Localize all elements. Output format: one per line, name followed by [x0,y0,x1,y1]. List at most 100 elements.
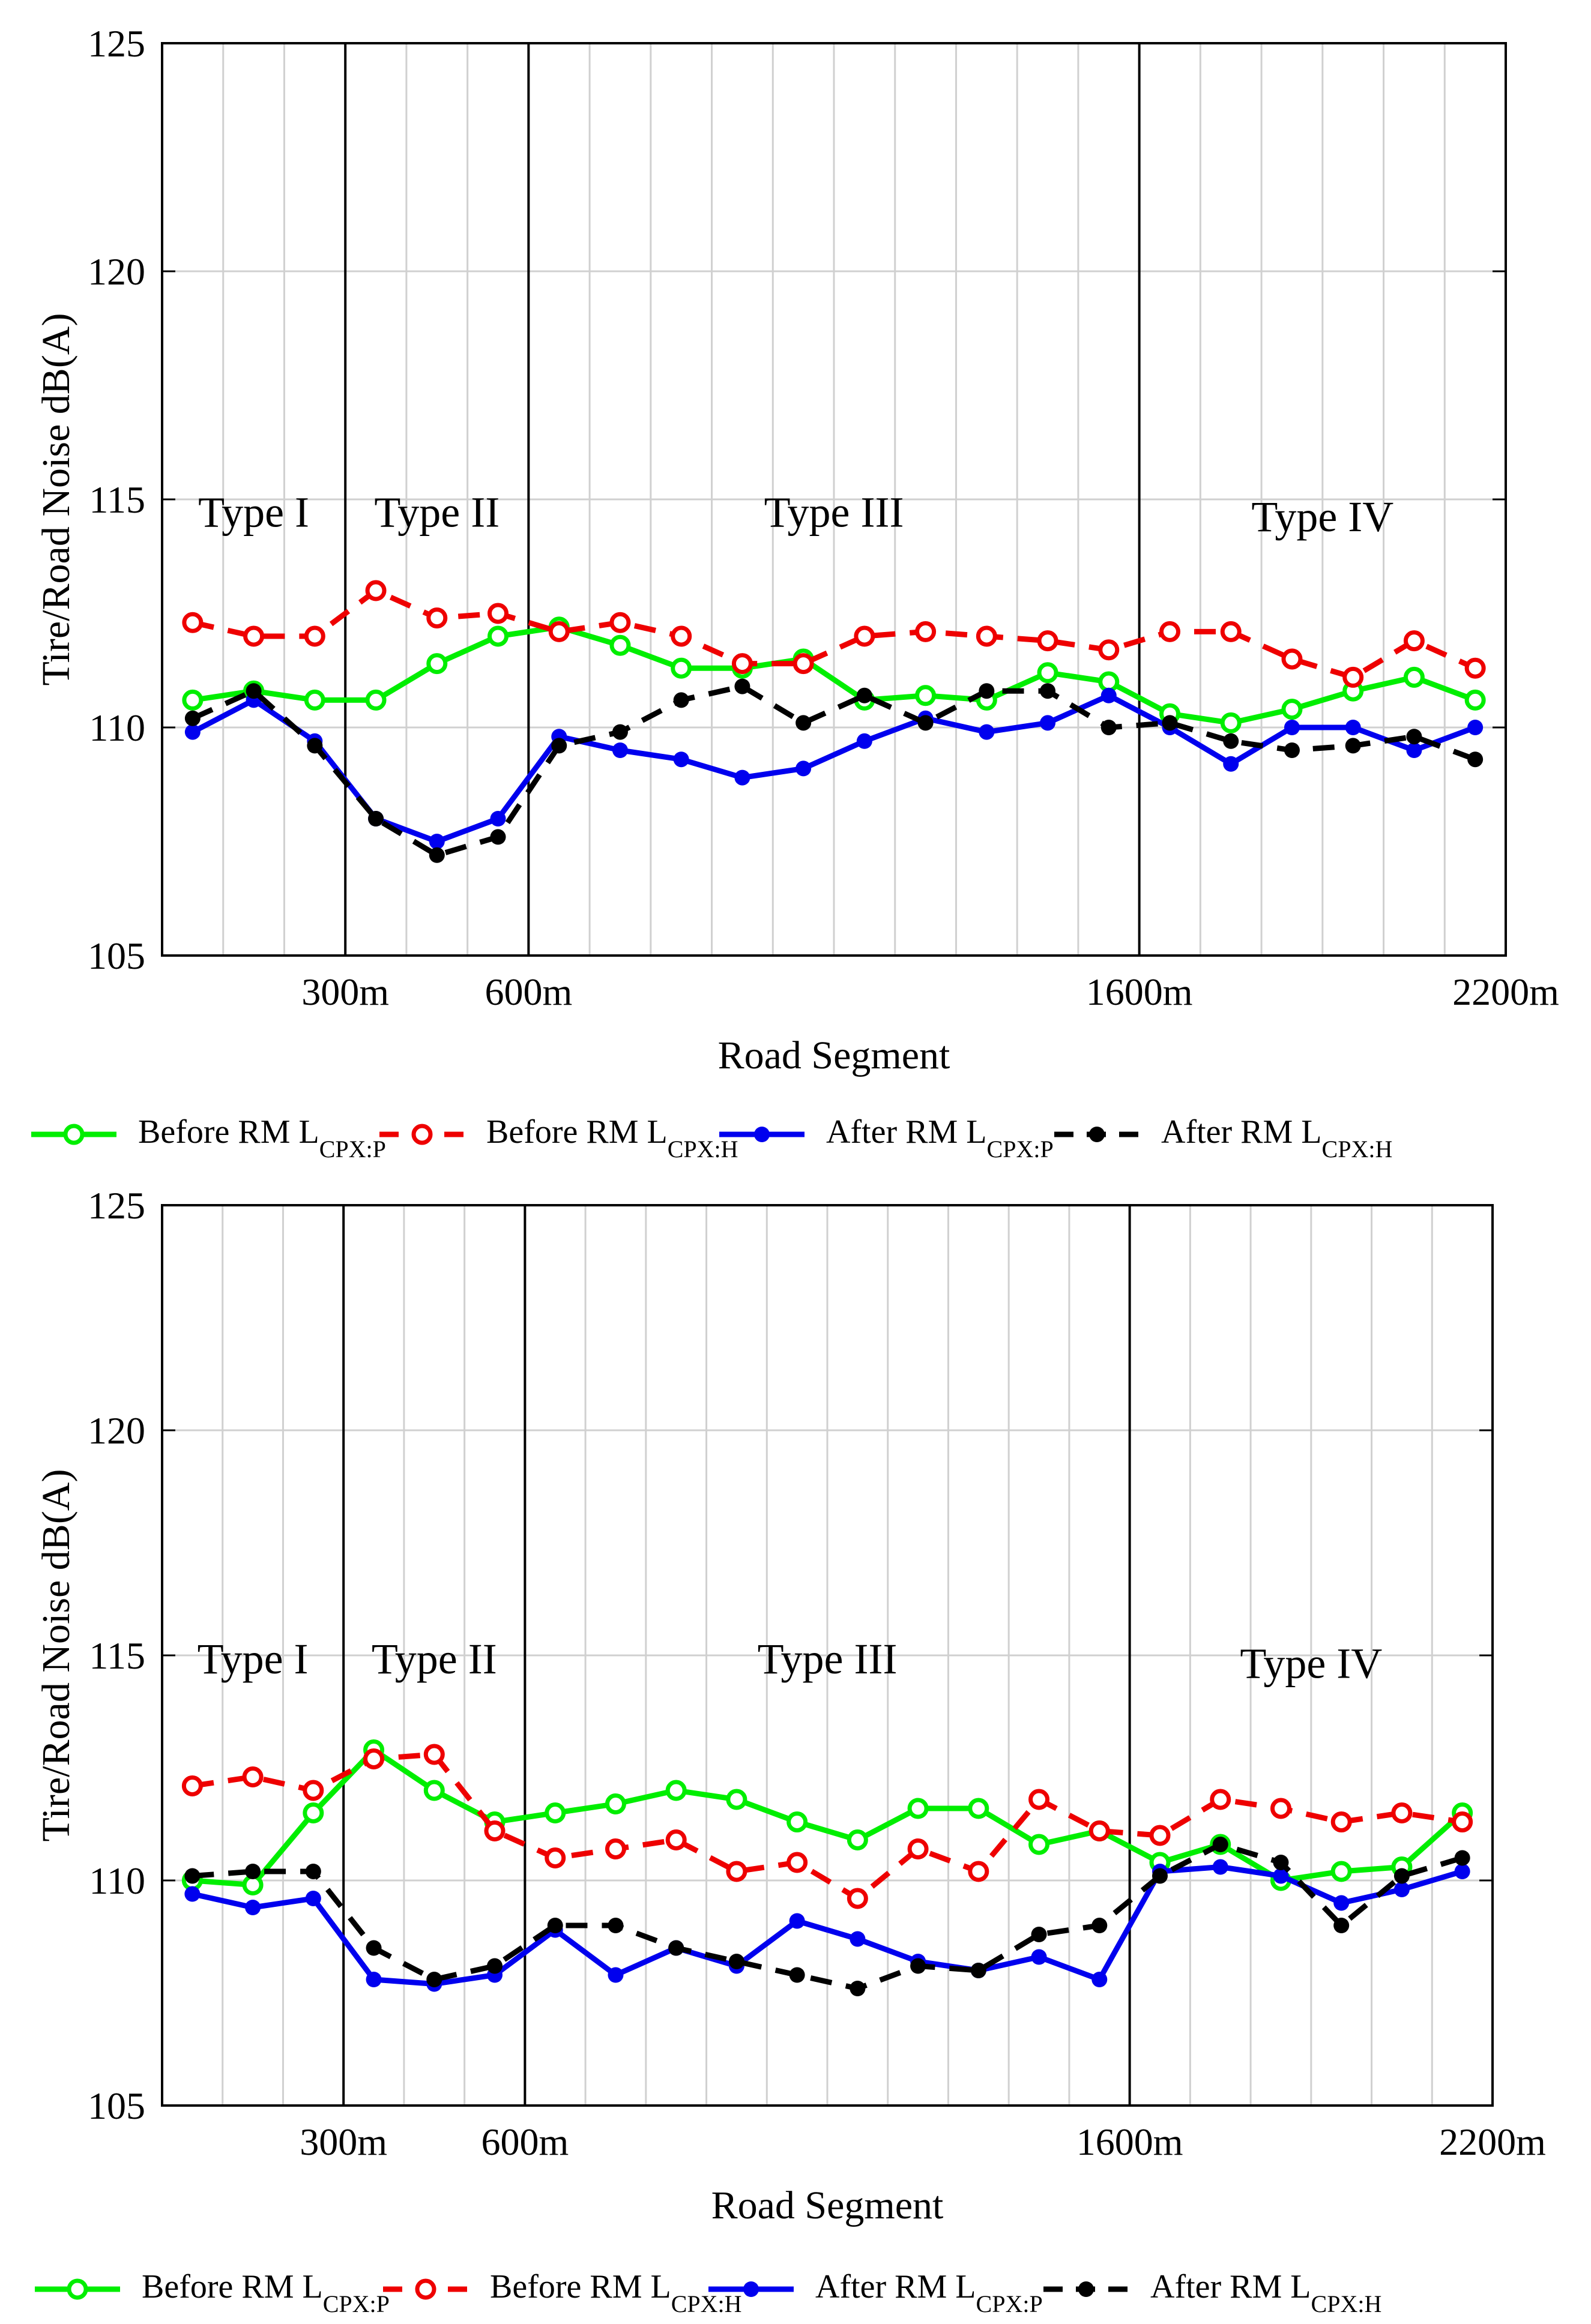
legend-name: After RM L [1161,1113,1322,1151]
data-point-before_p [1220,712,1242,733]
data-point-before_p [907,1798,929,1819]
data-point-after_p [856,733,872,749]
data-point-after_h [728,1954,744,1969]
y-tick-label: 115 [89,1634,145,1677]
legend-name: Before RM L [142,2268,323,2305]
data-point-before_p [968,1798,989,1819]
data-point-after_p [1223,756,1239,772]
data-point-after_h [551,738,567,754]
legend-name: Before RM L [490,2268,671,2305]
data-point-before_h [1220,621,1242,642]
data-point-after_h [307,738,323,754]
data-point-before_h [968,1861,989,1882]
data-point-after_h [1467,751,1484,768]
data-point-before_h [304,625,325,647]
region-label: Type I [198,1635,309,1683]
data-point-after_h [1333,1918,1350,1933]
data-point-before_h [731,653,753,675]
y-tick-label: 110 [89,1859,145,1902]
data-point-after_p [612,742,628,758]
series-after_h [184,1837,1470,1996]
legend-item-after_h: After RM LCPX:H [1054,1113,1392,1163]
data-point-after_h [850,1981,866,1996]
data-point-before_h [726,1861,747,1882]
data-point-before_p [847,1829,868,1850]
data-point-before_p [1330,1861,1352,1882]
data-point-before_p [605,1793,626,1814]
data-point-before_h [1098,639,1120,661]
data-point-before_p [786,1811,808,1832]
series-after_h [184,678,1484,863]
legend-label: Before RM LCPX:H [486,1113,738,1163]
data-point-after_p [1406,742,1422,758]
series-line-before_h [192,588,1476,680]
data-point-after_p [734,769,750,786]
data-point-before_p [304,689,325,711]
legend-item-after_p: After RM LCPX:P [719,1113,1054,1163]
data-point-after_p [429,834,445,849]
data-point-after_p [1040,715,1056,731]
x-tick-label: 2200m [1452,971,1559,1013]
data-point-after_p [979,724,995,740]
data-point-before_h [1464,657,1486,679]
data-point-after_h [910,1958,926,1974]
legend-swatch-marker [411,1124,433,1145]
legend-swatch-marker [754,1127,770,1142]
legend-swatch-marker [1089,1127,1105,1142]
data-point-after_p [184,1886,201,1902]
data-point-after_p [1091,1972,1108,1987]
data-point-before_p [488,625,509,647]
data-point-before_p [1403,666,1425,688]
series-line-before_p [192,1747,1464,1888]
data-point-after_h [1273,1855,1289,1870]
data-point-after_h [673,692,689,708]
data-point-after_h [1393,1868,1410,1884]
data-point-after_h [1345,738,1361,754]
data-point-after_h [305,1864,321,1879]
data-point-before_h [365,580,387,601]
data-point-before_h [423,1744,445,1765]
data-point-after_p [1467,720,1484,735]
x-tick-label: 300m [301,971,389,1013]
data-point-before_h [1149,1825,1171,1846]
data-point-after_p [608,1967,624,1983]
data-point-after_h [668,1940,684,1956]
data-point-before_h [915,621,937,642]
data-point-before_h [1210,1789,1231,1810]
data-point-after_h [1091,1918,1108,1933]
data-point-before_h [1159,621,1180,642]
legend-swatch-marker [415,2278,436,2300]
data-point-before_h [847,1888,868,1909]
data-point-after_h [917,715,934,731]
data-point-after_h [1040,683,1056,699]
data-point-after_h [1212,1837,1228,1852]
data-point-after_h [426,1972,442,1987]
x-tick-label: 300m [300,2121,387,2163]
x-tick-label: 1600m [1086,971,1193,1013]
legend-label: Before RM LCPX:H [490,2268,742,2317]
data-point-after_h [490,829,506,845]
data-point-before_p [609,634,631,656]
legend-item-before_p: Before RM LCPX:P [35,2268,390,2317]
x-tick-label: 1600m [1076,2121,1183,2163]
y-tick-label: 120 [88,1409,145,1452]
legend-name: After RM L [1150,2268,1311,2305]
data-point-after_p [796,760,812,777]
legend-swatch-marker [63,1124,85,1145]
legend-swatch-marker [1078,2281,1094,2297]
data-point-after_p [673,751,689,768]
legend-name: Before RM L [138,1113,319,1151]
legend-name: After RM L [815,2268,976,2305]
data-point-after_p [1031,1949,1047,1965]
data-point-after_h [856,687,872,703]
data-point-before_h [182,612,204,633]
data-point-before_p [365,689,387,711]
data-point-before_h [976,625,997,647]
data-point-before_h [786,1852,808,1873]
data-point-before_h [1088,1820,1110,1841]
legend-item-before_h: Before RM LCPX:H [379,1113,738,1163]
y-axis-label: Tire/Road Noise dB(A) [34,1469,78,1842]
x-tick-label: 600m [481,2121,569,2163]
data-point-after_h [1162,715,1178,731]
